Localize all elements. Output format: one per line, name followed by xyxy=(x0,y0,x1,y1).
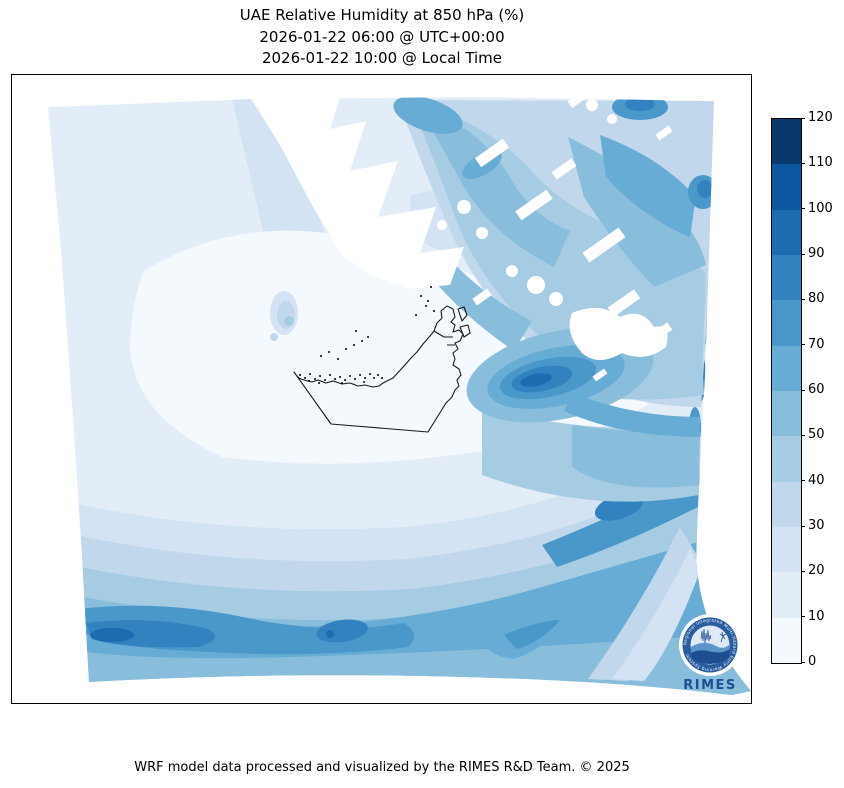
colorbar-block-60-70 xyxy=(772,345,801,391)
field-band xyxy=(612,549,700,681)
colorbar-block-90-100 xyxy=(772,209,801,255)
field-moist-max xyxy=(326,630,334,638)
field-patch xyxy=(504,620,560,649)
terrain-mask xyxy=(457,200,471,214)
colorbar-blocks xyxy=(772,119,801,663)
colorbar-block-110-120 xyxy=(772,119,801,165)
terrain-mask xyxy=(607,114,617,124)
colorbar-block-10-20 xyxy=(772,572,801,618)
colorbar-tick-label-120: 120 xyxy=(808,110,833,125)
uae-border-outline xyxy=(293,305,471,433)
terrain-mask xyxy=(551,158,577,180)
field-band xyxy=(572,425,700,488)
terrain-mask xyxy=(527,276,545,294)
colorbar-block-70-80 xyxy=(772,300,801,346)
terrain-mask xyxy=(647,322,673,344)
field-streak xyxy=(564,393,700,437)
colorbar-tick-label-60: 60 xyxy=(808,382,825,397)
map-plot-area: Regional Integrated Multi-Hazard Early W… xyxy=(11,74,752,704)
contour-field xyxy=(48,97,751,695)
colorbar-block-80-90 xyxy=(772,254,801,301)
colorbar-block-30-40 xyxy=(772,481,801,527)
field-streak xyxy=(568,137,706,287)
colorbar-block-20-30 xyxy=(772,526,801,573)
title-line-local-time: 2026-01-22 10:00 @ Local Time xyxy=(261,49,503,67)
terrain-mask xyxy=(506,265,518,277)
logo-wordmark: RIMES xyxy=(683,678,737,693)
terrain-mask xyxy=(592,368,608,382)
field-moist-max xyxy=(90,628,134,642)
rimes-logo: Regional Integrated Multi-Hazard Early W… xyxy=(679,614,741,693)
colorbar-tick-label-100: 100 xyxy=(808,200,833,216)
field-oman-moist-max xyxy=(520,373,552,387)
terrain-mask xyxy=(437,220,447,230)
gulf-islands-dots xyxy=(299,286,436,384)
colorbar-tick-label-20: 20 xyxy=(808,563,825,579)
colorbar-block-100-110 xyxy=(772,164,801,210)
terrain-mask xyxy=(515,189,553,221)
terrain-mask xyxy=(474,138,510,168)
colorbar-tick-label-90: 90 xyxy=(808,246,825,261)
colorbar-tick-label-80: 80 xyxy=(808,291,825,307)
field-streak xyxy=(600,135,696,237)
terrain-mask xyxy=(569,307,668,360)
terrain-mask xyxy=(472,288,492,306)
field-moist-max xyxy=(697,180,713,198)
colorbar-tick-label-10: 10 xyxy=(808,608,825,624)
colorbar-block-0-10 xyxy=(772,617,801,663)
field-smudge xyxy=(284,316,294,326)
logo-wave-light xyxy=(691,642,729,653)
colorbar xyxy=(771,118,802,664)
colorbar-tick-label-70: 70 xyxy=(808,336,825,352)
figure-title: UAE Relative Humidity at 850 hPa (%) 202… xyxy=(0,5,764,70)
colorbar-tick-label-30: 30 xyxy=(808,518,825,533)
terrain-mask xyxy=(607,289,641,317)
terrain-mask xyxy=(582,227,626,263)
colorbar-tick-label-50: 50 xyxy=(808,427,825,443)
field-band xyxy=(588,527,698,681)
logo-wave-dark xyxy=(691,646,729,664)
colorbar-tick-label-0: 0 xyxy=(808,654,817,669)
terrain-mask xyxy=(549,292,563,306)
logo-palm-tree-icon xyxy=(719,631,727,643)
terrain-mask xyxy=(567,97,589,109)
terrain-mask xyxy=(586,99,598,111)
logo-seismogram-icon xyxy=(700,628,712,644)
humidity-contour-map: Regional Integrated Multi-Hazard Early W… xyxy=(48,97,751,695)
colorbar-tick-label-40: 40 xyxy=(808,472,825,488)
credit-caption: WRF model data processed and visualized … xyxy=(134,760,630,775)
field-smudge xyxy=(270,333,278,341)
field-moist-max xyxy=(625,97,655,111)
terrain-mask xyxy=(250,97,464,289)
colorbar-tick-labels: 0 10 20 30 40 50 60 70 80 90 100 110 120 xyxy=(808,110,842,669)
title-line-utc-time: 2026-01-22 06:00 @ UTC+00:00 xyxy=(259,27,505,46)
field-patch xyxy=(393,97,463,134)
colorbar-block-40-50 xyxy=(772,436,801,482)
field-streak xyxy=(416,103,570,267)
colorbar-tick-label-110: 110 xyxy=(808,155,833,171)
terrain-mask xyxy=(655,125,673,141)
colorbar-block-50-60 xyxy=(772,390,801,437)
title-line-variable: UAE Relative Humidity at 850 hPa (%) xyxy=(239,6,525,24)
terrain-mask xyxy=(476,227,488,239)
